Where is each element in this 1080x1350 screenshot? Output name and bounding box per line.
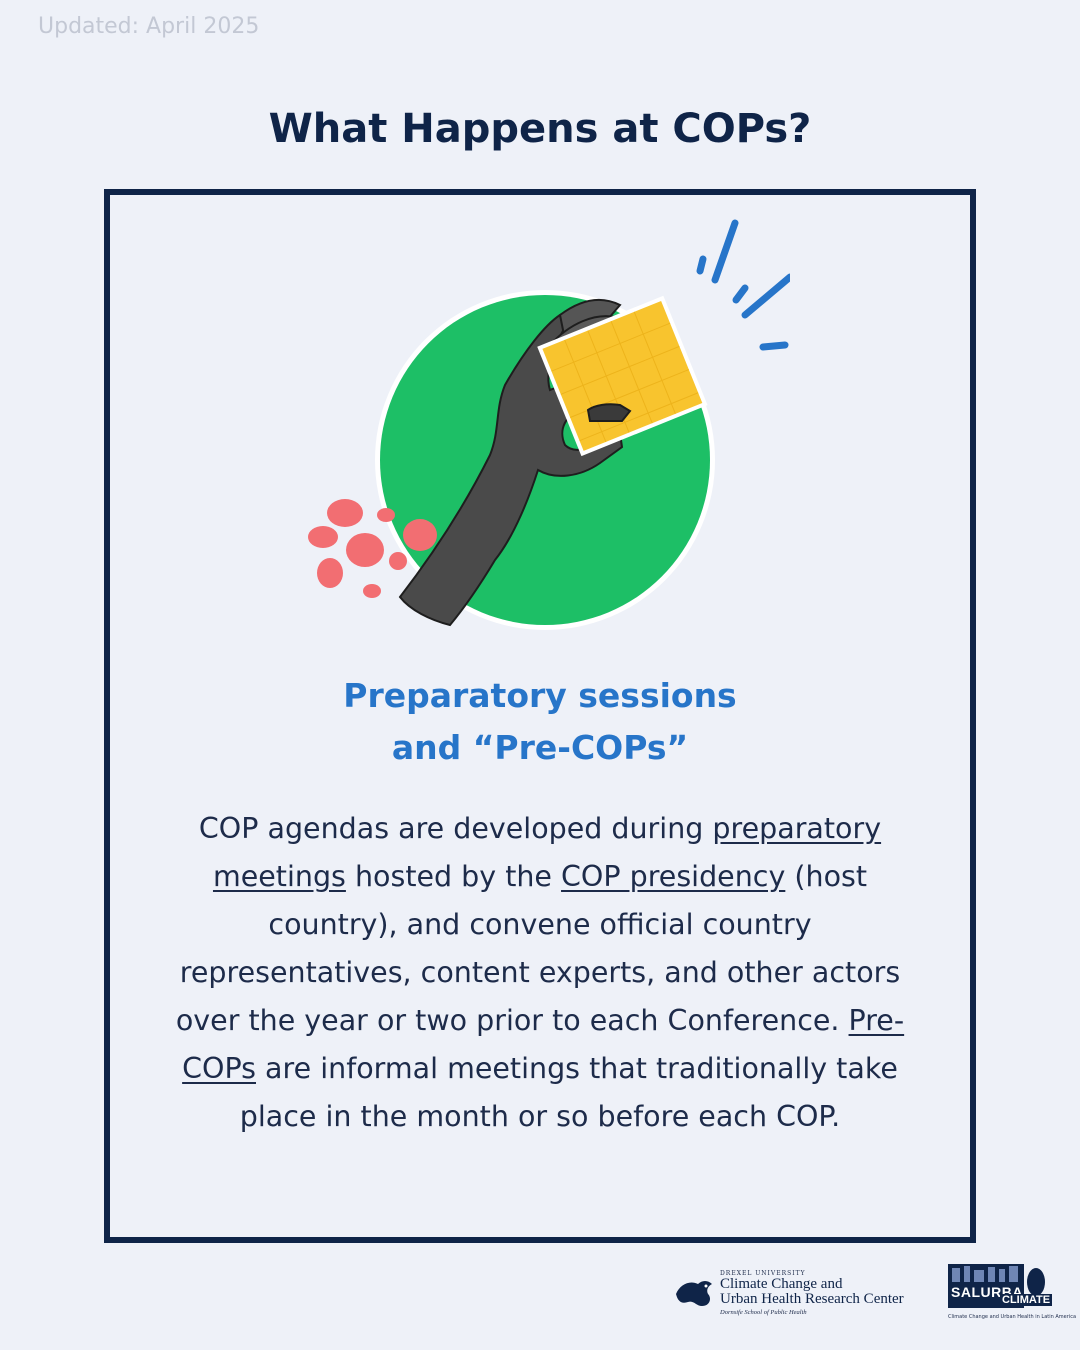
drexel-center-line-1: Climate Change and (720, 1276, 843, 1292)
drexel-school-label: Dornsife School of Public Health (720, 1309, 807, 1316)
content-card: Preparatory sessions and “Pre-COPs” COP … (104, 189, 976, 1243)
salurba-tree-icon (952, 1266, 1045, 1306)
subtitle-line-2: and “Pre-COPs” (391, 728, 689, 767)
footer-logos: DREXEL UNIVERSITY Climate Change and Urb… (672, 1264, 1076, 1328)
drexel-university-label: DREXEL UNIVERSITY (720, 1270, 806, 1277)
coral-dots-icon (308, 499, 437, 598)
sticky-note-icon (537, 295, 708, 457)
page-title: What Happens at COPs? (268, 106, 812, 152)
drexel-center-line-2: Urban Health Research Center (720, 1291, 904, 1307)
updated-date: Updated: April 2025 (38, 14, 260, 39)
body-text-4: are informal meetings that traditionally… (239, 1052, 898, 1133)
hand-illustration (308, 219, 790, 630)
subtitle-line-1: Preparatory sessions (343, 676, 737, 715)
cop-presidency-link[interactable]: COP presidency (561, 860, 786, 893)
salurba-logo: SALURBA CLIMATE Climate Change and Urban… (948, 1264, 1076, 1328)
drexel-center-name: Climate Change and Urban Health Research… (720, 1277, 904, 1307)
drexel-logo: DREXEL UNIVERSITY Climate Change and Urb… (672, 1270, 922, 1320)
salurba-subtitle: CLIMATE (1000, 1294, 1053, 1306)
salurba-tagline: Climate Change and Urban Health in Latin… (948, 1314, 1077, 1320)
body-text-3: (host country), and convene official cou… (175, 860, 901, 1037)
body-text-1: COP agendas are developed during (198, 812, 713, 845)
preparatory-meetings-link[interactable]: preparatory meetings (212, 812, 882, 893)
section-subtitle: Preparatory sessions and “Pre-COPs” (110, 670, 970, 774)
pre-cops-link[interactable]: Pre-COPs (182, 1004, 905, 1085)
drexel-dragon-icon (676, 1281, 712, 1306)
motion-lines-icon (696, 219, 790, 351)
body-text-2: hosted by the (345, 860, 562, 893)
body-paragraph: COP agendas are developed during prepara… (150, 805, 930, 1141)
